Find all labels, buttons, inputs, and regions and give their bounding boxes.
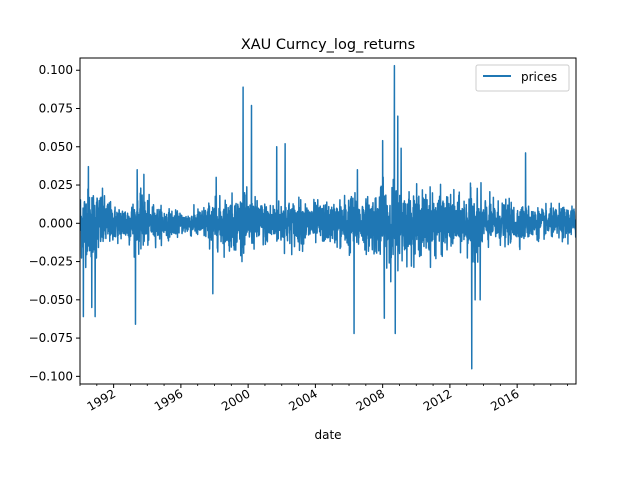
y-tick-label: 0.075 [39,102,73,116]
y-tick-label: 0.025 [39,178,73,192]
legend-label-prices: prices [521,70,557,84]
x-axis-label: date [314,428,341,442]
chart-title: XAU Curncy_log_returns [241,37,415,53]
y-tick-label: −0.050 [29,293,73,307]
y-tick-label: 0.100 [39,63,73,77]
y-tick-label: −0.100 [29,369,73,383]
series-prices-line [80,64,576,370]
legend: prices [475,64,570,92]
y-tick-label: 0.000 [39,216,73,230]
y-tick-label: −0.025 [29,255,73,269]
plot-frame [79,57,577,385]
legend-box [475,64,570,92]
y-tick-label: −0.075 [29,331,73,345]
y-tick-label: 0.050 [39,140,73,154]
y-axis: −0.100 −0.075 −0.050 −0.025 0.000 0.025 0.050 0… [29,63,80,383]
series-prices-group [80,64,576,370]
